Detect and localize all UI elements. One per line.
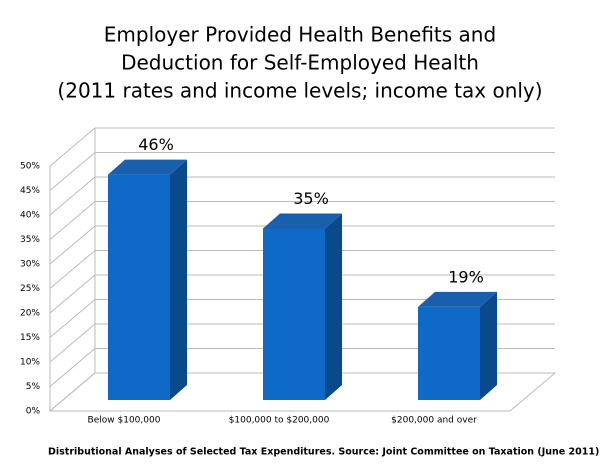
grid-line: [49, 372, 555, 412]
bar-top: [418, 291, 497, 307]
grid-line: [49, 127, 555, 167]
grid-line: [49, 152, 555, 191]
grid-line: [49, 348, 555, 387]
y-tick-label: 45%: [20, 186, 40, 196]
y-tick-label: 35%: [20, 235, 40, 245]
y-tick-label: 10%: [20, 358, 40, 368]
grid-line: [49, 250, 555, 289]
value-label: 46%: [138, 135, 174, 154]
chart-title: (2011 rates and income levels; income ta…: [57, 79, 542, 103]
y-tick-label: 25%: [20, 284, 40, 294]
bar-side: [170, 159, 187, 400]
bar-top: [108, 159, 187, 175]
grid-line: [49, 225, 555, 265]
x-tick-label: $100,000 to $200,000: [229, 416, 330, 426]
grid-line: [49, 274, 555, 314]
y-tick-label: 40%: [20, 211, 40, 221]
bar-side: [480, 291, 497, 400]
grid-line: [49, 299, 555, 338]
grid-line: [49, 176, 555, 216]
y-tick-label: 50%: [20, 162, 40, 172]
plot: 0% 5% 10% 15% 20% 25% 30% 35% 40% 45% 50% 46% Below …: [20, 127, 555, 426]
y-tick-label: 0%: [26, 407, 41, 417]
value-label: 35%: [293, 189, 329, 208]
y-tick-label: 5%: [26, 382, 41, 392]
bar: [108, 174, 170, 400]
x-tick-label: $200,000 and over: [391, 416, 477, 426]
bar: [263, 228, 325, 400]
x-tick-label: Below $100,000: [88, 416, 161, 426]
grid-line: [49, 323, 555, 363]
bar: [418, 306, 480, 400]
chart-title: Deduction for Self-Employed Health: [121, 51, 479, 75]
chart-title: Employer Provided Health Benefits and: [104, 23, 496, 47]
y-tick-label: 15%: [20, 333, 40, 343]
y-tick-label: 30%: [20, 260, 40, 270]
source-note: Distributional Analyses of Selected Tax …: [48, 447, 599, 458]
y-tick-label: 20%: [20, 309, 40, 319]
grid-line: [49, 201, 555, 240]
value-label: 19%: [448, 267, 484, 286]
bar-side: [325, 213, 342, 400]
bar-top: [263, 213, 342, 229]
